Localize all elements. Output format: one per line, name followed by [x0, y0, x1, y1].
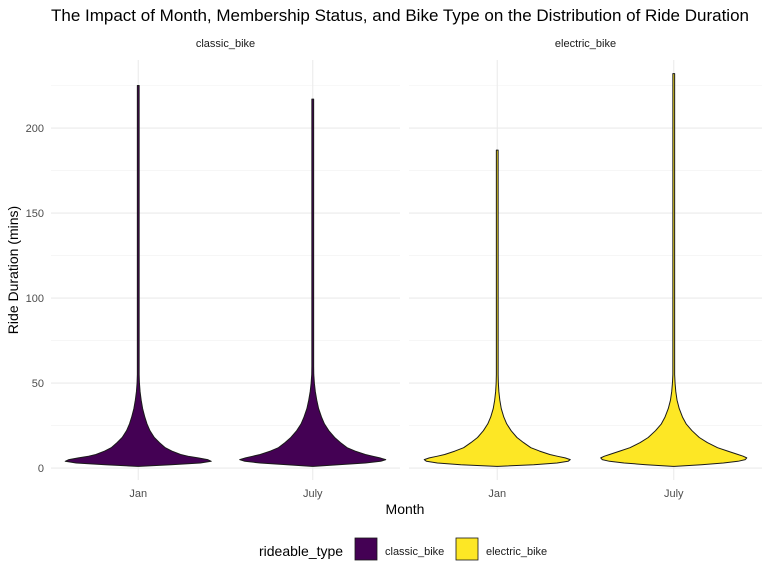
y-tick-label: 50 [32, 378, 44, 390]
y-tick-label: 150 [26, 208, 44, 220]
x-tick-label: July [303, 488, 323, 500]
violins [423, 73, 748, 467]
facet-strip-label: electric_bike [555, 38, 616, 50]
y-axis-ticks: 0 50 100 150 200 [26, 123, 44, 475]
x-tick-label: Jan [488, 488, 506, 500]
facet-strip-label: classic_bike [196, 38, 255, 50]
x-axis-title: Month [386, 501, 425, 517]
x-tick-label: Jan [129, 488, 147, 500]
violins [64, 85, 387, 467]
grid-lines [51, 60, 400, 480]
y-tick-label: 100 [26, 293, 44, 305]
violin-electric_bike-Jan [423, 149, 571, 467]
grid-lines [409, 60, 762, 480]
legend-key-electric-bike [455, 537, 479, 561]
violin-electric_bike-July [600, 73, 748, 467]
facet-panel-electric-bike: electric_bike [409, 38, 762, 480]
legend-title: rideable_type [259, 543, 343, 559]
facet-panel-classic-bike: classic_bike [51, 38, 400, 480]
y-axis-title: Ride Duration (mins) [5, 206, 21, 334]
legend-label-classic-bike: classic_bike [385, 546, 444, 558]
legend-key-classic-bike [354, 537, 378, 561]
y-tick-label: 0 [38, 463, 44, 475]
legend-label-electric-bike: electric_bike [486, 546, 547, 558]
x-axis-ticks: Jan July Jan July [129, 488, 684, 500]
violin-classic_bike-July [239, 98, 387, 467]
y-tick-label: 200 [26, 123, 44, 135]
violin-classic_bike-Jan [64, 85, 212, 467]
chart-title: The Impact of Month, Membership Status, … [51, 6, 749, 25]
x-tick-label: July [664, 488, 684, 500]
legend: rideable_type classic_bike electric_bike [259, 537, 547, 561]
